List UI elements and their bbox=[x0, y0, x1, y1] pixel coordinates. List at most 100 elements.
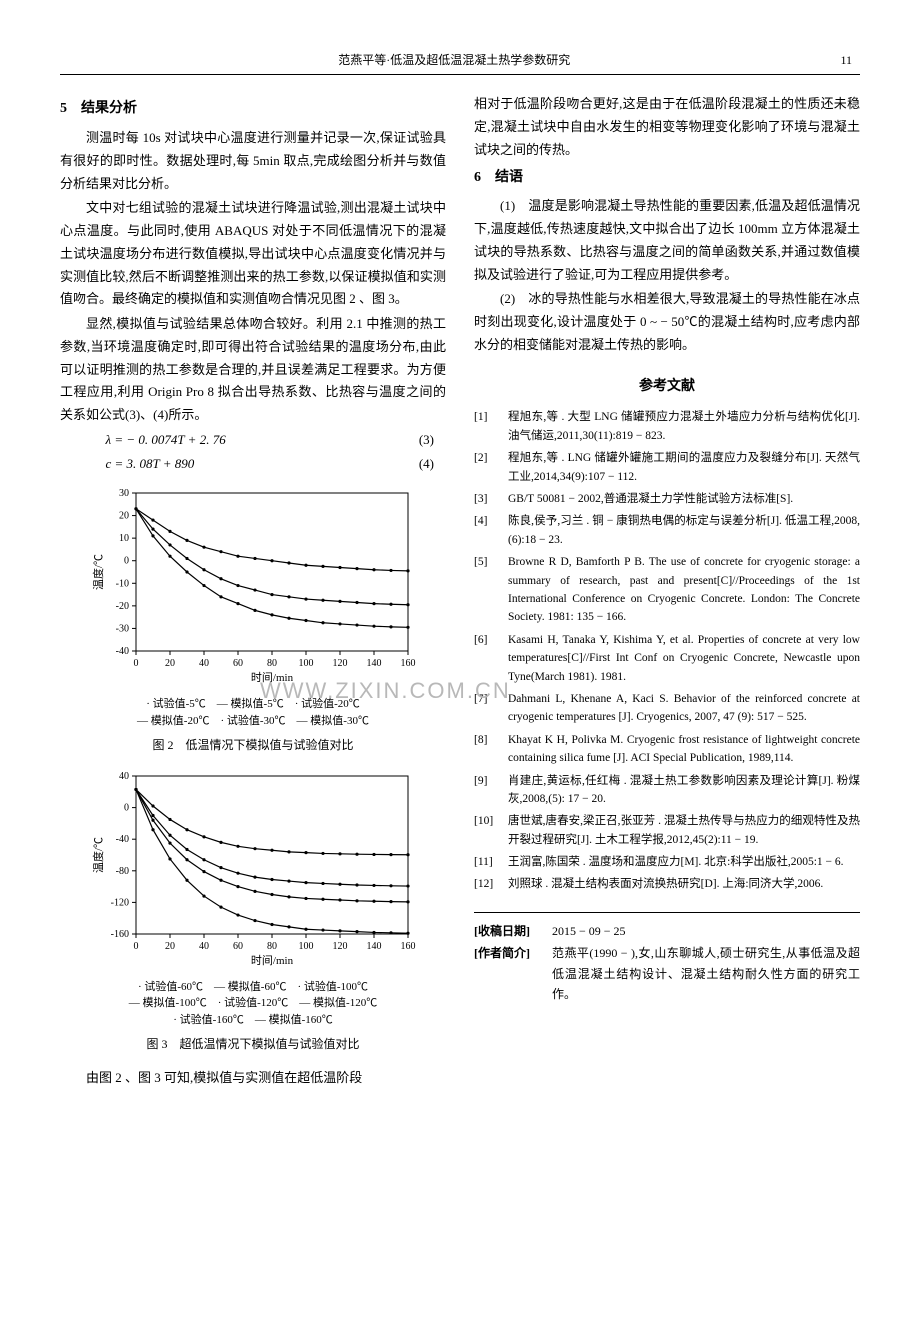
figure-3-chart: 020406080100120140160-160-120-80-40040时间… bbox=[88, 768, 418, 1029]
svg-text:60: 60 bbox=[233, 658, 243, 669]
svg-text:-40: -40 bbox=[116, 646, 129, 657]
svg-text:温度/℃: 温度/℃ bbox=[91, 837, 105, 873]
reference-item: [2]程旭东,等 . LNG 储罐外罐施工期间的温度应力及裂缝分布[J]. 天然… bbox=[474, 449, 860, 486]
receipt-date-row: [收稿日期] 2015 − 09 − 25 bbox=[474, 921, 860, 941]
svg-text:100: 100 bbox=[299, 658, 314, 669]
svg-text:60: 60 bbox=[233, 941, 243, 952]
content-columns: 5 结果分析 测温时每 10s 对试块中心温度进行测量并记录一次,保证试验具有很… bbox=[60, 93, 860, 1091]
para: 文中对七组试验的混凝土试块进行降温试验,测出混凝土试块中心点温度。与此同时,使用… bbox=[60, 197, 446, 311]
receipt-date-label: [收稿日期] bbox=[474, 921, 552, 941]
running-header: 范燕平等·低温及超低温混凝土热学参数研究 11 bbox=[60, 50, 860, 75]
reference-text: GB/T 50081 − 2002,普通混凝土力学性能试验方法标准[S]. bbox=[508, 490, 860, 508]
svg-text:160: 160 bbox=[401, 658, 416, 669]
reference-text: 程旭东,等 . 大型 LNG 储罐预应力混凝土外墙应力分析与结构优化[J]. 油… bbox=[508, 408, 860, 445]
reference-number: [10] bbox=[474, 812, 508, 849]
reference-item: [3]GB/T 50081 − 2002,普通混凝土力学性能试验方法标准[S]. bbox=[474, 490, 860, 508]
reference-text: 程旭东,等 . LNG 储罐外罐施工期间的温度应力及裂缝分布[J]. 天然气工业… bbox=[508, 449, 860, 486]
legend-line: — 模拟值-100℃ · 试验值-120℃ — 模拟值-120℃ bbox=[88, 995, 418, 1012]
section-6-title: 6 结语 bbox=[474, 166, 860, 190]
svg-text:0: 0 bbox=[134, 658, 139, 669]
svg-text:120: 120 bbox=[333, 941, 348, 952]
svg-text:40: 40 bbox=[119, 771, 129, 782]
svg-text:0: 0 bbox=[134, 941, 139, 952]
figure-2-caption: 图 2 低温情况下模拟值与试验值对比 bbox=[60, 735, 446, 755]
svg-text:时间/min: 时间/min bbox=[251, 671, 294, 684]
reference-item: [5]Browne R D, Bamforth P B. The use of … bbox=[474, 553, 860, 627]
svg-text:-20: -20 bbox=[116, 601, 129, 612]
svg-text:120: 120 bbox=[333, 658, 348, 669]
reference-item: [12]刘照球 . 混凝土结构表面对流换热研究[D]. 上海:同济大学,2006… bbox=[474, 875, 860, 893]
author-bio-row: [作者简介] 范燕平(1990 − ),女,山东聊城人,硕士研究生,从事低温及超… bbox=[474, 943, 860, 1004]
svg-text:40: 40 bbox=[199, 658, 209, 669]
svg-text:0: 0 bbox=[124, 556, 129, 567]
reference-number: [6] bbox=[474, 631, 508, 686]
right-column: 相对于低温阶段吻合更好,这是由于在低温阶段混凝土的性质还未稳定,混凝土试块中自由… bbox=[474, 93, 860, 1091]
section-5-title: 5 结果分析 bbox=[60, 97, 446, 121]
reference-text: 肖建庄,黄运标,任红梅 . 混凝土热工参数影响因素及理论计算[J]. 粉煤灰,2… bbox=[508, 772, 860, 809]
svg-text:140: 140 bbox=[367, 941, 382, 952]
reference-item: [9]肖建庄,黄运标,任红梅 . 混凝土热工参数影响因素及理论计算[J]. 粉煤… bbox=[474, 772, 860, 809]
figure-2-legend: · 试验值-5℃ — 模拟值-5℃ · 试验值-20℃— 模拟值-20℃ · 试… bbox=[88, 696, 418, 729]
reference-item: [6]Kasami H, Tanaka Y, Kishima Y, et al.… bbox=[474, 631, 860, 686]
legend-line: · 试验值-60℃ — 模拟值-60℃ · 试验值-100℃ bbox=[88, 979, 418, 996]
reference-text: Dahmani L, Khenane A, Kaci S. Behavior o… bbox=[508, 690, 860, 727]
svg-text:30: 30 bbox=[119, 488, 129, 499]
reference-item: [1]程旭东,等 . 大型 LNG 储罐预应力混凝土外墙应力分析与结构优化[J]… bbox=[474, 408, 860, 445]
left-column: 5 结果分析 测温时每 10s 对试块中心温度进行测量并记录一次,保证试验具有很… bbox=[60, 93, 446, 1091]
reference-number: [3] bbox=[474, 490, 508, 508]
svg-text:20: 20 bbox=[165, 941, 175, 952]
reference-number: [2] bbox=[474, 449, 508, 486]
figure-3-caption: 图 3 超低温情况下模拟值与试验值对比 bbox=[60, 1034, 446, 1054]
page-number: 11 bbox=[840, 50, 852, 70]
svg-text:20: 20 bbox=[165, 658, 175, 669]
reference-text: 唐世斌,唐春安,梁正召,张亚芳 . 混凝土热传导与热应力的细观特性及热开裂过程研… bbox=[508, 812, 860, 849]
para: 测温时每 10s 对试块中心温度进行测量并记录一次,保证试验具有很好的即时性。数… bbox=[60, 127, 446, 195]
reference-number: [7] bbox=[474, 690, 508, 727]
svg-text:40: 40 bbox=[199, 941, 209, 952]
reference-number: [12] bbox=[474, 875, 508, 893]
svg-text:10: 10 bbox=[119, 533, 129, 544]
figure-2-chart: 020406080100120140160-40-30-20-100102030… bbox=[88, 485, 418, 729]
reference-item: [10]唐世斌,唐春安,梁正召,张亚芳 . 混凝土热传导与热应力的细观特性及热开… bbox=[474, 812, 860, 849]
reference-item: [11]王润富,陈国荣 . 温度场和温度应力[M]. 北京:科学出版社,2005… bbox=[474, 853, 860, 871]
para: 相对于低温阶段吻合更好,这是由于在低温阶段混凝土的性质还未稳定,混凝土试块中自由… bbox=[474, 93, 860, 161]
chart-svg: 020406080100120140160-160-120-80-40040时间… bbox=[88, 768, 418, 968]
para: (1) 温度是影响混凝土导热性能的重要因素,低温及超低温情况下,温度越低,传热速… bbox=[474, 195, 860, 286]
reference-item: [8]Khayat K H, Polivka M. Cryogenic fros… bbox=[474, 731, 860, 768]
svg-text:-30: -30 bbox=[116, 624, 129, 635]
references-list: [1]程旭东,等 . 大型 LNG 储罐预应力混凝土外墙应力分析与结构优化[J]… bbox=[474, 408, 860, 893]
reference-text: 刘照球 . 混凝土结构表面对流换热研究[D]. 上海:同济大学,2006. bbox=[508, 875, 860, 893]
para: 显然,模拟值与试验结果总体吻合较好。利用 2.1 中推测的热工参数,当环境温度确… bbox=[60, 313, 446, 427]
author-bio-label: [作者简介] bbox=[474, 943, 552, 1004]
legend-line: · 试验值-160℃ — 模拟值-160℃ bbox=[88, 1012, 418, 1029]
legend-line: · 试验值-5℃ — 模拟值-5℃ · 试验值-20℃ bbox=[88, 696, 418, 713]
svg-text:100: 100 bbox=[299, 941, 314, 952]
reference-text: Khayat K H, Polivka M. Cryogenic frost r… bbox=[508, 731, 860, 768]
reference-text: Browne R D, Bamforth P B. The use of con… bbox=[508, 553, 860, 627]
author-bio: 范燕平(1990 − ),女,山东聊城人,硕士研究生,从事低温及超低温混凝土结构… bbox=[552, 943, 860, 1004]
para: 由图 2 、图 3 可知,模拟值与实测值在超低温阶段 bbox=[60, 1067, 446, 1090]
legend-line: — 模拟值-20℃ · 试验值-30℃ — 模拟值-30℃ bbox=[88, 713, 418, 730]
reference-text: 陈良,侯予,习兰 . 铜 − 康铜热电偶的标定与误差分析[J]. 低温工程,20… bbox=[508, 512, 860, 549]
references-heading: 参考文献 bbox=[474, 375, 860, 399]
equation-3: λ = − 0. 0074T + 2. 76 (3) bbox=[60, 429, 446, 451]
reference-number: [4] bbox=[474, 512, 508, 549]
svg-text:-120: -120 bbox=[111, 897, 129, 908]
reference-text: Kasami H, Tanaka Y, Kishima Y, et al. Pr… bbox=[508, 631, 860, 686]
svg-text:-160: -160 bbox=[111, 929, 129, 940]
svg-text:80: 80 bbox=[267, 658, 277, 669]
reference-item: [4]陈良,侯予,习兰 . 铜 − 康铜热电偶的标定与误差分析[J]. 低温工程… bbox=[474, 512, 860, 549]
reference-item: [7]Dahmani L, Khenane A, Kaci S. Behavio… bbox=[474, 690, 860, 727]
footer-block: [收稿日期] 2015 − 09 − 25 [作者简介] 范燕平(1990 − … bbox=[474, 912, 860, 1005]
equation-4: c = 3. 08T + 890 (4) bbox=[60, 453, 446, 475]
reference-number: [8] bbox=[474, 731, 508, 768]
reference-number: [11] bbox=[474, 853, 508, 871]
reference-number: [9] bbox=[474, 772, 508, 809]
svg-text:140: 140 bbox=[367, 658, 382, 669]
svg-text:160: 160 bbox=[401, 941, 416, 952]
svg-text:-10: -10 bbox=[116, 578, 129, 589]
reference-text: 王润富,陈国荣 . 温度场和温度应力[M]. 北京:科学出版社,2005:1 −… bbox=[508, 853, 860, 871]
svg-text:80: 80 bbox=[267, 941, 277, 952]
svg-text:0: 0 bbox=[124, 802, 129, 813]
reference-number: [5] bbox=[474, 553, 508, 627]
